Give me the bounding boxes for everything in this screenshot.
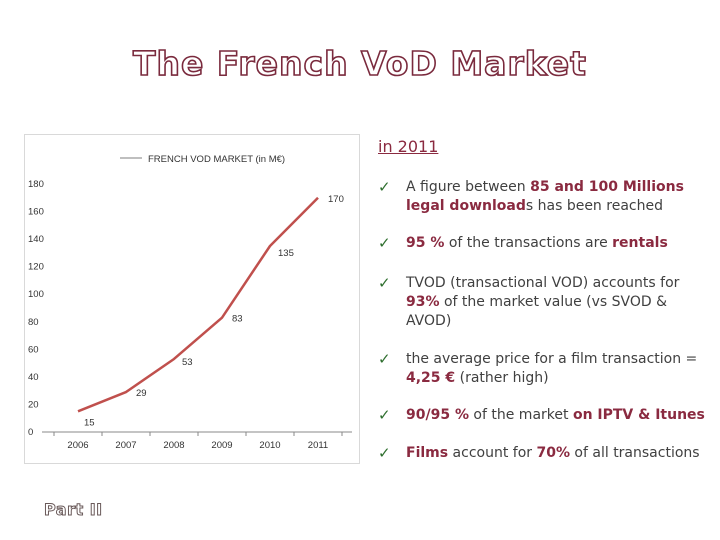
highlight-item: ✓ A figure between 85 and 100 Millions l… — [378, 178, 713, 216]
y-tick-label: 140 — [28, 234, 44, 245]
y-tick-label: 40 — [28, 372, 39, 383]
highlight-emphasis: 4,25 € — [406, 370, 456, 386]
data-label: 29 — [136, 388, 147, 399]
highlight-text: 90/95 % of the market on IPTV & Itunes — [378, 406, 713, 425]
highlight-run: (rather high) — [455, 370, 549, 386]
highlight-run: A figure between — [406, 179, 531, 195]
checkmark-icon: ✓ — [378, 178, 391, 196]
y-tick-label: 100 — [28, 289, 44, 300]
y-tick-label: 20 — [28, 399, 39, 410]
x-tick-label: 2009 — [211, 440, 232, 451]
x-tick-label: 2010 — [259, 440, 280, 451]
highlights-heading: in 2011 — [378, 137, 439, 156]
y-tick-label: 0 — [28, 427, 33, 438]
highlight-item: ✓ the average price for a film transacti… — [378, 350, 713, 388]
y-tick-label: 80 — [28, 317, 39, 328]
x-tick-label: 2008 — [163, 440, 184, 451]
data-label: 15 — [84, 417, 95, 428]
highlight-item: ✓ TVOD (transactional VOD) accounts for … — [378, 274, 713, 331]
highlight-run: s has been reached — [525, 198, 663, 214]
y-tick-label: 60 — [28, 344, 39, 355]
highlight-run: of the market value (vs SVOD & AVOD) — [406, 294, 668, 329]
highlight-emphasis: 93% — [406, 294, 440, 310]
highlight-item: ✓ 95 % of the transactions are rentals — [378, 234, 713, 253]
highlight-emphasis: 90/95 % — [406, 407, 469, 423]
highlight-run: of the transactions are — [444, 235, 613, 251]
highlight-run: TVOD (transactional VOD) accounts for — [406, 275, 680, 291]
x-tick-label: 2011 — [308, 440, 328, 451]
chart-frame — [24, 134, 360, 464]
data-label: 83 — [232, 314, 243, 325]
y-tick-label: 160 — [28, 207, 44, 218]
highlight-run: of all transactions — [569, 445, 700, 461]
highlight-text: 95 % of the transactions are rentals — [378, 234, 713, 253]
checkmark-icon: ✓ — [378, 234, 391, 252]
checkmark-icon: ✓ — [378, 406, 391, 424]
vod-market-chart: FRENCH VOD MARKET (in M€) 0 20 40 60 80 100 120… — [24, 134, 360, 464]
y-tick-label: 120 — [28, 262, 44, 273]
highlight-run: account for — [448, 445, 537, 461]
part-label: Part II — [44, 500, 103, 520]
highlight-text: TVOD (transactional VOD) accounts for 93… — [378, 274, 713, 331]
highlight-emphasis: Films — [406, 445, 449, 461]
highlight-emphasis: 95 % — [406, 235, 445, 251]
checkmark-icon: ✓ — [378, 350, 391, 368]
checkmark-icon: ✓ — [378, 444, 391, 462]
x-tick-label: 2006 — [67, 440, 88, 451]
series-line — [77, 196, 319, 413]
x-tick-label: 2007 — [115, 440, 136, 451]
highlight-emphasis: on IPTV & Itunes — [572, 407, 705, 423]
highlight-emphasis: rentals — [612, 235, 668, 251]
slide-title: The French VoD Market — [132, 43, 587, 84]
y-tick-label: 180 — [28, 179, 44, 190]
highlight-item: ✓ Films account for 70% of all transacti… — [378, 444, 713, 463]
data-label: 135 — [278, 248, 294, 259]
legend-label: FRENCH VOD MARKET (in M€) — [148, 154, 285, 165]
highlight-item: ✓ 90/95 % of the market on IPTV & Itunes — [378, 406, 713, 425]
checkmark-icon: ✓ — [378, 274, 391, 292]
data-label: 53 — [182, 357, 193, 368]
highlight-run: of the market — [468, 407, 573, 423]
line-chart: FRENCH VOD MARKET (in M€) 0 20 40 60 80 100 120… — [24, 134, 360, 464]
data-label: 170 — [328, 194, 344, 205]
highlight-text: Films account for 70% of all transaction… — [378, 444, 713, 463]
highlight-emphasis: 85 and 100 Millions legal download — [406, 179, 684, 214]
highlight-text: A figure between 85 and 100 Millions leg… — [378, 178, 713, 216]
highlight-run: the average price for a film transaction… — [406, 351, 698, 367]
highlight-text: the average price for a film transaction… — [378, 350, 713, 388]
highlight-emphasis: 70% — [536, 445, 570, 461]
